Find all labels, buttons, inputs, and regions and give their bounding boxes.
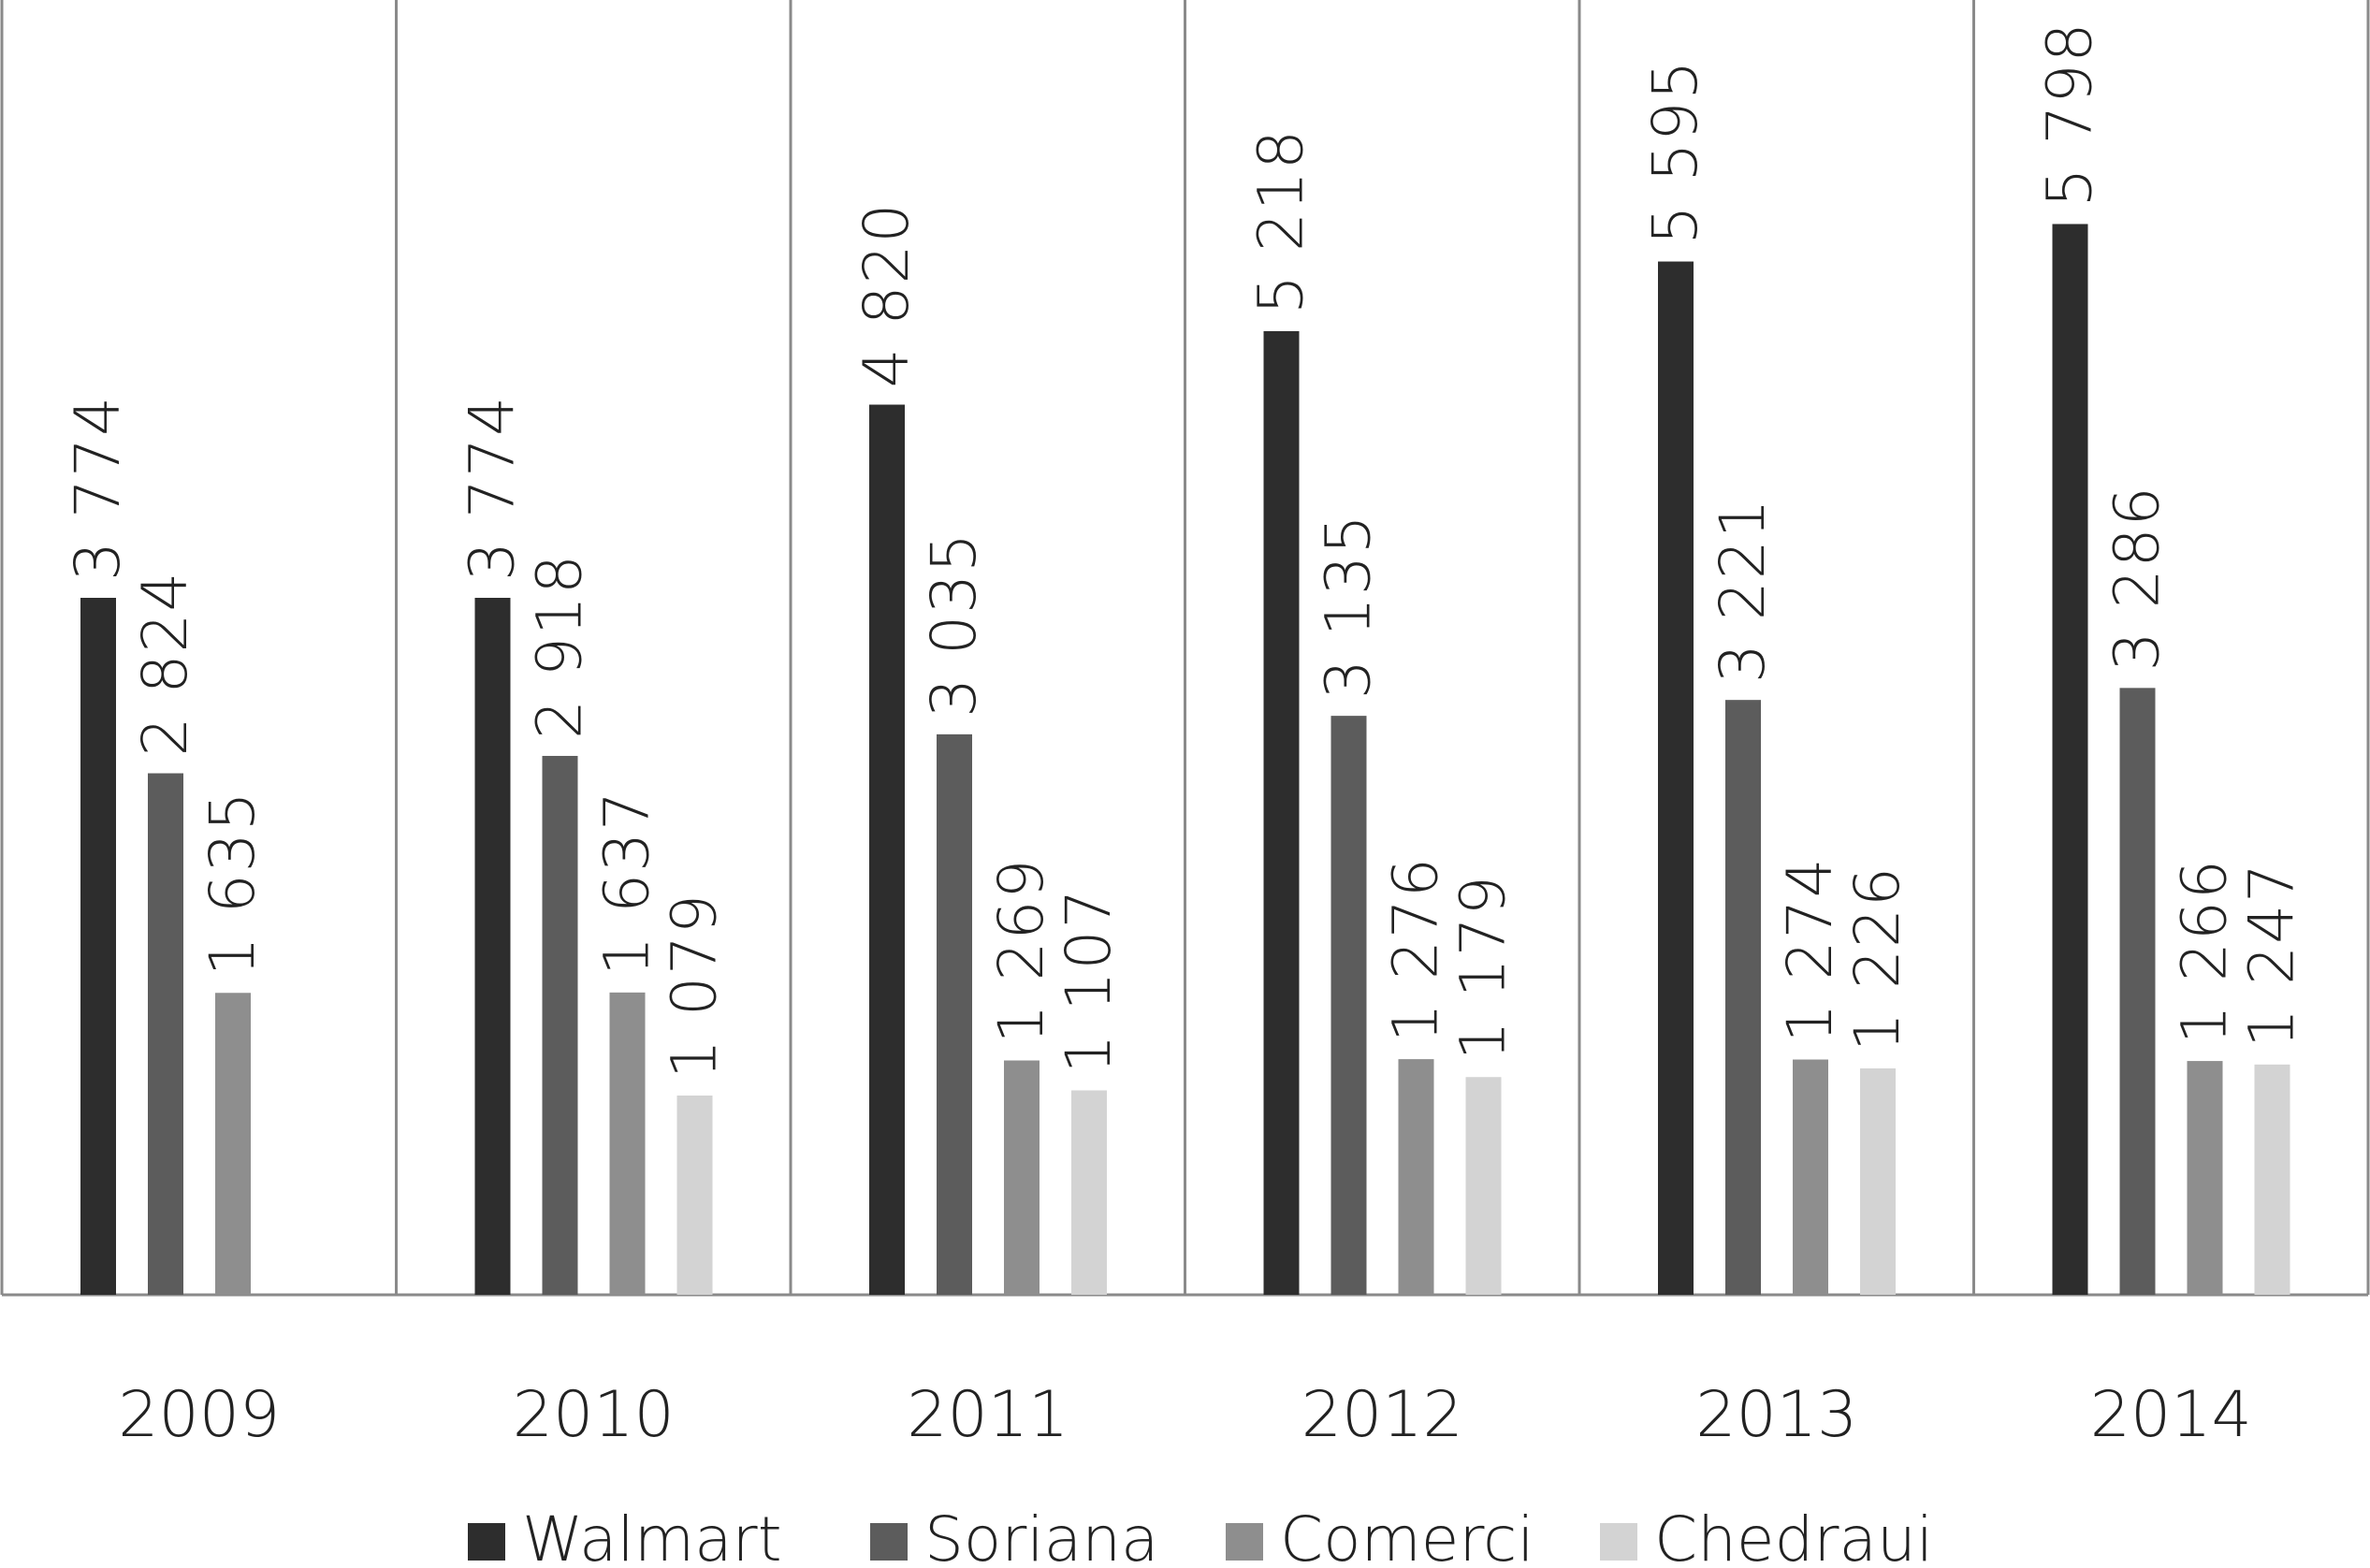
bar-comerci-2012 bbox=[1398, 1059, 1434, 1295]
legend: Walmart Soriana Comerci Chedraui bbox=[468, 1503, 1933, 1568]
value-label-walmart-2010: 3 774 bbox=[457, 395, 529, 581]
bar-soriana-2013 bbox=[1725, 700, 1761, 1295]
bar-soriana-2012 bbox=[1330, 716, 1367, 1295]
legend-label-comerci: Comerci bbox=[1280, 1503, 1534, 1568]
category-label-2011: 2011 bbox=[907, 1378, 1069, 1452]
legend-label-chedraui: Chedraui bbox=[1654, 1503, 1933, 1568]
value-label-chedraui-2013: 1 226 bbox=[1841, 865, 1913, 1052]
value-label-chedraui-2010: 1 079 bbox=[659, 893, 731, 1079]
value-label-soriana-2013: 3 221 bbox=[1707, 497, 1779, 683]
value-label-soriana-2011: 3 035 bbox=[918, 531, 990, 718]
bar-chedraui-2010 bbox=[676, 1096, 713, 1295]
category-label-2010: 2010 bbox=[513, 1378, 675, 1452]
value-label-chedraui-2014: 1 247 bbox=[2236, 862, 2308, 1048]
category-label-2014: 2014 bbox=[2090, 1378, 2252, 1452]
value-label-comerci-2009: 1 635 bbox=[196, 790, 269, 976]
bar-walmart-2009 bbox=[80, 598, 116, 1295]
value-label-walmart-2009: 3 774 bbox=[62, 395, 134, 581]
plot-frame bbox=[0, 0, 2370, 1297]
category-labels: 2009 2010 2011 2012 2013 2014 bbox=[118, 1378, 2252, 1452]
bar-comerci-2010 bbox=[609, 992, 646, 1295]
value-label-comerci-2012: 1 276 bbox=[1380, 856, 1452, 1042]
value-label-soriana-2010: 2 918 bbox=[524, 553, 596, 739]
bar-soriana-2011 bbox=[937, 733, 972, 1295]
value-label-soriana-2009: 2 824 bbox=[129, 571, 201, 757]
bar-comerci-2009 bbox=[215, 993, 251, 1295]
bar-chedraui-2013 bbox=[1860, 1067, 1896, 1295]
bar-walmart-2011 bbox=[869, 404, 905, 1295]
value-label-soriana-2014: 3 286 bbox=[2101, 485, 2174, 671]
bar-walmart-2010 bbox=[474, 598, 511, 1295]
legend-swatch-chedraui bbox=[1600, 1523, 1637, 1561]
bars bbox=[80, 224, 2290, 1296]
category-label-2012: 2012 bbox=[1301, 1378, 1463, 1452]
bar-chedraui-2014 bbox=[2254, 1064, 2290, 1295]
bar-walmart-2014 bbox=[2052, 224, 2088, 1295]
value-label-chedraui-2012: 1 179 bbox=[1447, 874, 1519, 1060]
bar-walmart-2012 bbox=[1263, 330, 1300, 1295]
value-label-walmart-2013: 5 595 bbox=[1639, 59, 1711, 245]
value-label-comerci-2013: 1 274 bbox=[1774, 857, 1846, 1043]
category-label-2009: 2009 bbox=[118, 1378, 280, 1452]
bar-comerci-2013 bbox=[1793, 1059, 1828, 1295]
value-label-comerci-2010: 1 637 bbox=[591, 790, 663, 976]
value-label-walmart-2014: 5 798 bbox=[2034, 22, 2106, 208]
bar-chedraui-2011 bbox=[1071, 1090, 1107, 1295]
category-label-2013: 2013 bbox=[1695, 1378, 1857, 1452]
legend-swatch-comerci bbox=[1226, 1523, 1263, 1561]
legend-swatch-soriana bbox=[870, 1523, 908, 1561]
bar-comerci-2014 bbox=[2187, 1061, 2223, 1295]
bar-soriana-2009 bbox=[148, 773, 183, 1295]
value-label-walmart-2011: 4 820 bbox=[851, 202, 923, 388]
value-label-chedraui-2011: 1 107 bbox=[1053, 888, 1125, 1074]
bar-chedraui-2012 bbox=[1465, 1077, 1502, 1295]
legend-swatch-walmart bbox=[468, 1523, 505, 1561]
bar-soriana-2014 bbox=[2119, 688, 2156, 1295]
bar-soriana-2010 bbox=[542, 755, 578, 1295]
bar-walmart-2013 bbox=[1658, 261, 1694, 1296]
value-labels: 3 774 3 774 4 820 5 218 5 595 5 798 2 824 2 918… bbox=[62, 22, 2308, 1079]
legend-label-walmart: Walmart bbox=[522, 1503, 782, 1568]
value-label-soriana-2012: 3 135 bbox=[1313, 513, 1385, 699]
value-label-comerci-2014: 1 266 bbox=[2169, 858, 2241, 1044]
value-label-walmart-2012: 5 218 bbox=[1245, 128, 1317, 314]
bar-comerci-2011 bbox=[1004, 1060, 1040, 1295]
legend-label-soriana: Soriana bbox=[924, 1503, 1158, 1568]
value-label-comerci-2011: 1 269 bbox=[985, 858, 1057, 1044]
